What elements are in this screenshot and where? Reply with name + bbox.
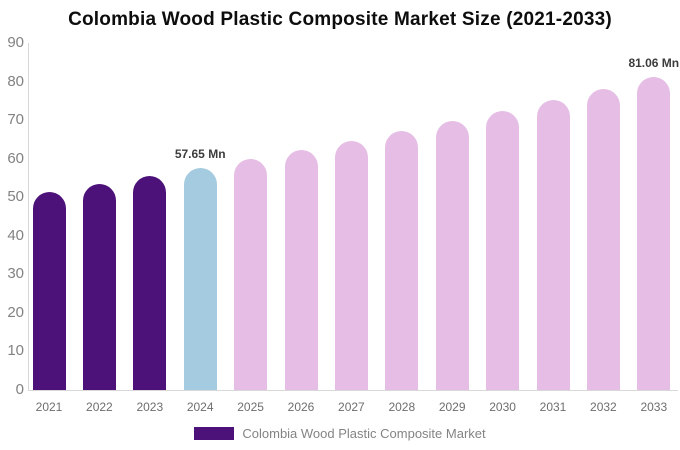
bar-2029[interactable]	[435, 121, 469, 390]
legend-swatch	[194, 427, 235, 440]
x-axis-label-2021: 2021	[35, 400, 63, 414]
x-axis-label-2028: 2028	[388, 400, 416, 414]
x-axis-line	[28, 390, 678, 391]
bar-2021[interactable]	[32, 191, 66, 390]
y-axis-tick-label: 50	[7, 188, 24, 206]
bar-2033[interactable]	[637, 77, 671, 390]
y-axis-tick-label: 20	[7, 303, 24, 321]
legend: Colombia Wood Plastic Composite Market	[0, 426, 680, 441]
bar-2022[interactable]	[82, 183, 116, 390]
x-axis-label-2022: 2022	[86, 400, 113, 414]
y-axis-tick-label: 30	[7, 265, 24, 283]
y-axis-tick-label: 40	[7, 226, 24, 244]
x-axis-label-2033: 2033	[640, 400, 668, 414]
x-axis-label-2026: 2026	[287, 400, 315, 414]
y-axis-tick-label: 90	[7, 34, 24, 51]
y-axis-tick-label: 10	[7, 342, 24, 360]
bar-2025[interactable]	[234, 159, 268, 390]
bar-2032[interactable]	[586, 89, 620, 390]
x-axis-label-2031: 2031	[539, 400, 567, 414]
bar-2030[interactable]	[486, 111, 520, 390]
x-axis-label-2030: 2030	[489, 400, 516, 414]
y-axis-tick-label: 60	[7, 149, 24, 167]
x-axis-label-2029: 2029	[438, 400, 466, 414]
y-axis-tick-label: 0	[15, 381, 24, 398]
legend-label: Colombia Wood Plastic Composite Market	[242, 426, 486, 441]
bar-2023[interactable]	[133, 175, 167, 390]
bar-2026[interactable]	[284, 150, 318, 390]
y-axis-tick-label: 70	[7, 111, 24, 129]
y-axis-tick-label: 80	[7, 72, 24, 90]
bar-2024[interactable]	[183, 167, 217, 390]
x-axis-label-2025: 2025	[237, 400, 264, 414]
x-axis-label-2032: 2032	[590, 400, 617, 414]
bar-2028[interactable]	[385, 131, 419, 390]
x-axis-label-2027: 2027	[338, 400, 365, 414]
x-axis-label-2023: 2023	[136, 400, 164, 414]
bar-2031[interactable]	[536, 100, 570, 390]
y-axis-line	[28, 43, 29, 391]
chart-title: Colombia Wood Plastic Composite Market S…	[68, 9, 612, 30]
x-axis-label-2024: 2024	[186, 400, 214, 414]
bar-value-label-2033: 81.06 Mn	[628, 56, 680, 71]
bar-value-label-2024: 57.65 Mn	[174, 146, 226, 161]
bar-2027[interactable]	[334, 141, 368, 390]
